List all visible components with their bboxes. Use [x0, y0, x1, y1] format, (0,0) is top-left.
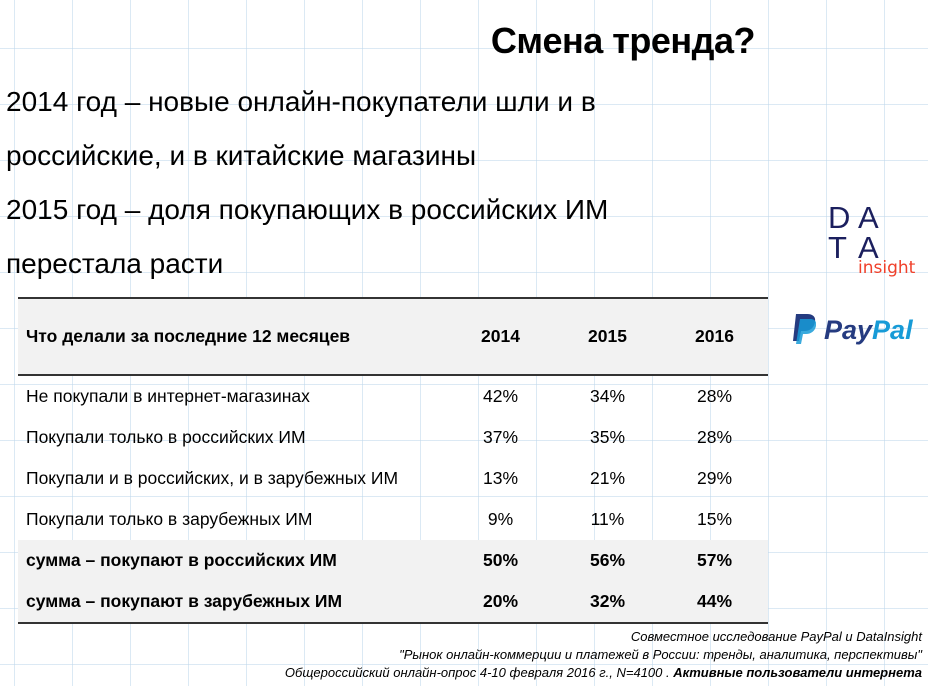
footnote-line-3: Общероссийский онлайн-опрос 4-10 февраля… [284, 665, 674, 680]
row-label: Покупали только в зарубежных ИМ [26, 509, 313, 529]
survey-table: Что делали за последние 12 месяцев 2014 … [18, 297, 768, 624]
cell-2015: 34% [589, 386, 626, 406]
cell-2015: 32% [589, 591, 626, 611]
table-header-row: Что делали за последние 12 месяцев 2014 … [18, 298, 768, 375]
cell-2016: 28% [696, 386, 733, 406]
cell-2014: 9% [487, 509, 514, 529]
cell-2014: 13% [482, 468, 519, 488]
cell-2015: 21% [589, 468, 626, 488]
body-line-3: 2015 год – доля покупающих в российских … [6, 194, 609, 225]
source-footnote: Совместное исследование PayPal и DataIns… [285, 628, 922, 682]
cell-2015: 11% [590, 509, 625, 529]
cell-2015: 56% [589, 550, 626, 570]
logo-letter: T [828, 230, 847, 265]
table-row: Покупали только в зарубежных ИМ 9% 11% 1… [18, 499, 768, 540]
cell-2016: 57% [696, 550, 733, 570]
table-row-sum: сумма – покупают в российских ИМ 50% 56%… [18, 540, 768, 581]
header-2014: 2014 [481, 326, 520, 346]
table-row-sum: сумма – покупают в зарубежных ИМ 20% 32%… [18, 581, 768, 623]
body-line-1: 2014 год – новые онлайн-покупатели шли и… [6, 86, 596, 117]
paypal-pay: Pay [824, 314, 873, 345]
cell-2014: 37% [482, 427, 519, 447]
table-row: Покупали и в российских, и в зарубежных … [18, 458, 768, 499]
logo-insight: insight [858, 258, 916, 278]
header-2016: 2016 [695, 326, 734, 346]
cell-2016: 44% [696, 591, 733, 611]
paypal-logo: PayPal [792, 314, 913, 346]
cell-2014: 42% [482, 386, 519, 406]
datainsight-logo: D A T A insight [828, 200, 920, 280]
row-label: Не покупали в интернет-магазинах [26, 386, 310, 406]
paypal-p-icon [793, 314, 816, 344]
paypal-pal: Pal [872, 314, 913, 345]
logo-letter: D [828, 200, 851, 235]
footnote-audience: Активные пользователи интернета [673, 665, 922, 680]
row-label: сумма – покупают в зарубежных ИМ [26, 591, 343, 611]
cell-2016: 15% [696, 509, 733, 529]
slide-title: Смена тренда? [490, 20, 756, 61]
footnote-line-2: "Рынок онлайн-коммерции и платежей в Рос… [399, 647, 922, 662]
cell-2016: 28% [696, 427, 733, 447]
header-2015: 2015 [588, 326, 627, 346]
body-line-4: перестала расти [6, 248, 224, 279]
row-label: сумма – покупают в российских ИМ [26, 550, 337, 570]
row-label: Покупали и в российских, и в зарубежных … [26, 468, 399, 488]
row-label: Покупали только в российских ИМ [26, 427, 306, 447]
body-line-2: российские, и в китайские магазины [6, 140, 477, 171]
table-row: Покупали только в российских ИМ 37% 35% … [18, 417, 768, 458]
cell-2014: 50% [482, 550, 519, 570]
cell-2016: 29% [696, 468, 733, 488]
logo-letter: A [858, 230, 879, 265]
footnote-line-1: Совместное исследование PayPal и DataIns… [630, 629, 922, 644]
cell-2015: 35% [589, 427, 626, 447]
logo-letter: A [858, 200, 879, 235]
table-row: Не покупали в интернет-магазинах 42% 34%… [18, 375, 768, 417]
header-question: Что делали за последние 12 месяцев [26, 326, 351, 346]
cell-2014: 20% [482, 591, 519, 611]
